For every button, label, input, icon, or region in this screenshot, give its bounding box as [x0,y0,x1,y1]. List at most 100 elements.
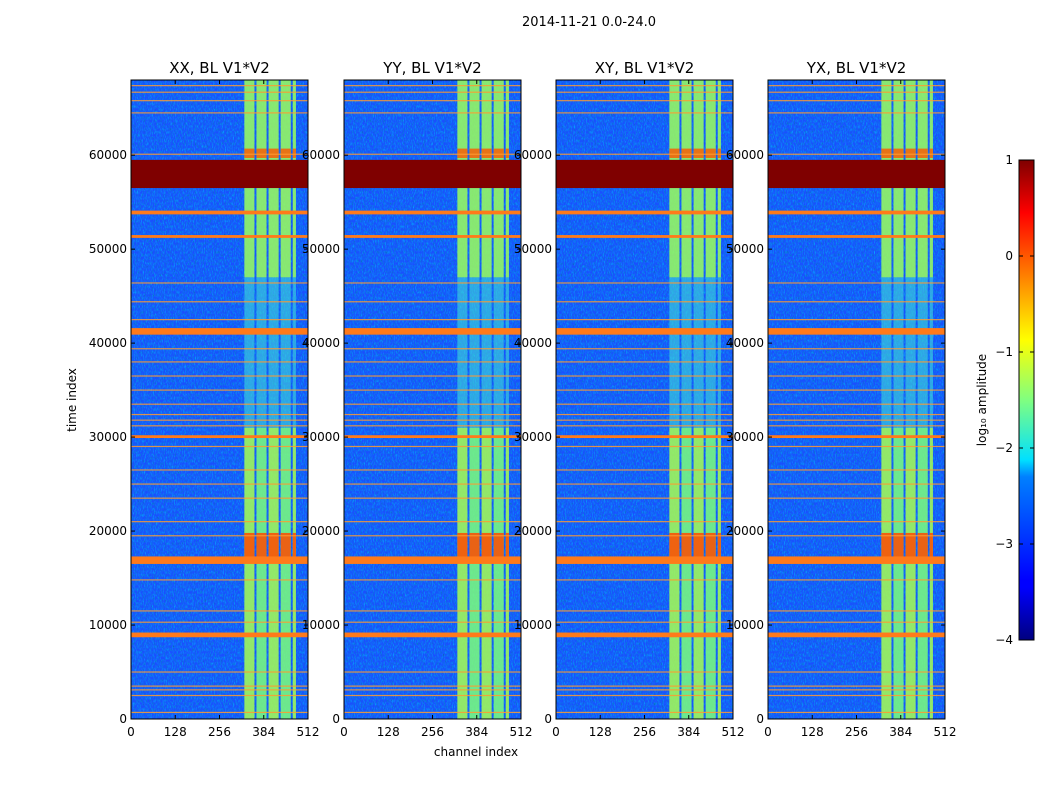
strong-rfi-band [344,632,521,638]
colorbar-tick-label: −1 [995,345,1013,359]
strong-rfi-band [556,632,733,638]
weak-rfi-line [768,685,945,687]
weak-rfi-line [131,301,308,303]
weak-rfi-line [131,694,308,697]
strong-rfi-band [556,556,733,564]
weak-rfi-line [768,579,945,581]
rfi-hotspot [268,532,279,558]
y-tick-label: 50000 [514,242,552,256]
strong-rfi-band [768,210,945,215]
strong-rfi-band [768,632,945,638]
weak-rfi-line [131,610,308,612]
colorbar-tick-label: −4 [995,633,1013,647]
y-tick-label: 0 [544,712,552,726]
weak-rfi-line [556,153,733,155]
panel-title: YY, BL V1*V2 [382,59,481,77]
rfi-subband [705,277,716,428]
rfi-subband [493,277,504,428]
rfi-hotspot [457,148,468,158]
panel-title: XY, BL V1*V2 [595,59,695,77]
rfi-hotspot [905,148,916,158]
panel-xy: XY, BL V1*V2 0 128 256 384 512 0 10000 20000 3000… [514,59,745,739]
x-axis-label: channel index [434,745,518,759]
weak-rfi-line [344,610,521,612]
weak-rfi-line [768,610,945,612]
rfi-hotspot [717,148,721,158]
rfi-subband [917,427,928,719]
rfi-subband [705,427,716,719]
colorbar-tick-label: 1 [1005,153,1013,167]
y-tick-label: 50000 [89,242,127,256]
weak-rfi-line [556,469,733,471]
x-tick-label: 512 [934,725,957,739]
weak-rfi-line [131,579,308,581]
rfi-subband [717,427,721,719]
weak-rfi-line [131,521,308,523]
weak-rfi-line [768,389,945,391]
weak-rfi-line [344,469,521,471]
panel-yy: YY, BL V1*V2 0 128 256 384 512 0 10000 20000 3000… [302,59,533,739]
rfi-subband [681,277,692,428]
rfi-hotspot [256,532,267,558]
weak-rfi-line [344,711,521,714]
weak-rfi-line [556,112,733,114]
weak-rfi-line [344,112,521,114]
rfi-hotspot [881,532,892,558]
figure-title: 2014-11-21 0.0-24.0 [522,15,656,30]
weak-rfi-line [131,685,308,687]
rfi-subband [457,427,468,719]
strong-rfi-band [344,435,521,439]
rfi-subband [493,427,504,719]
weak-rfi-line [768,497,945,499]
weak-rfi-line [344,483,521,485]
rfi-subband [256,427,267,719]
weak-rfi-line [768,694,945,697]
weak-rfi-line [556,361,733,363]
rfi-hotspot [881,148,892,158]
weak-rfi-line [131,361,308,363]
weak-rfi-line [131,100,308,102]
rfi-hotspot [292,532,296,558]
rfi-hotspot [469,148,480,158]
rfi-subband [917,277,928,428]
rfi-subband [893,427,904,719]
strong-rfi-band [768,328,945,335]
weak-rfi-line [131,711,308,714]
y-tick-label: 0 [332,712,340,726]
rfi-hotspot [244,532,255,558]
weak-rfi-line [768,413,945,416]
x-tick-label: 384 [889,725,912,739]
weak-rfi-line [131,413,308,416]
panel-xx: XX, BL V1*V2 0 128 256 384 512 0 10000 20000 3000… [89,59,320,739]
rfi-subband [929,427,933,719]
rfi-subband [881,427,892,719]
weak-rfi-line [344,419,521,421]
rfi-hotspot [244,148,255,158]
colorbar-tick-label: −3 [995,537,1013,551]
rfi-hotspot [893,532,904,558]
y-tick-label: 40000 [514,336,552,350]
strong-rfi-band [131,210,308,215]
weak-rfi-line [556,685,733,687]
weak-rfi-line [131,621,308,623]
x-tick-label: 256 [208,725,231,739]
rfi-hotspot [929,532,933,558]
y-tick-label: 40000 [726,336,764,350]
weak-rfi-line [768,361,945,363]
weak-rfi-line [556,91,733,93]
y-tick-label: 0 [756,712,764,726]
y-tick-label: 10000 [514,618,552,632]
x-tick-label: 0 [764,725,772,739]
y-tick-label: 30000 [302,430,340,444]
weak-rfi-line [556,100,733,102]
y-axis-label: time index [65,368,79,432]
weak-rfi-line [344,535,521,537]
panel-yx: YX, BL V1*V2 0 128 256 384 512 0 10000 20000 3000… [726,59,957,739]
y-tick-label: 30000 [726,430,764,444]
rfi-subband [280,427,291,719]
rfi-hotspot [669,532,680,558]
waterfall-image [556,80,733,719]
rfi-hotspot [481,148,492,158]
rfi-hotspot [493,532,504,558]
